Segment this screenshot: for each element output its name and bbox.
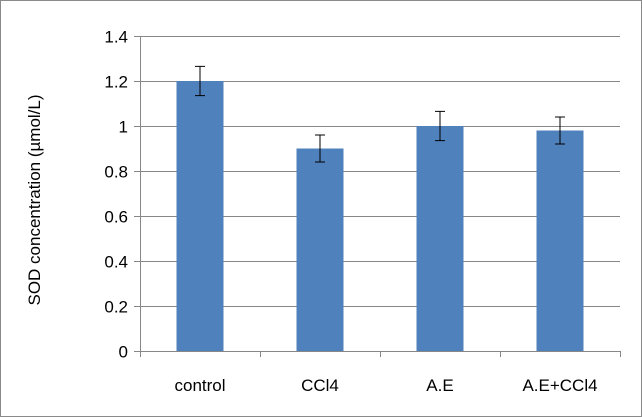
y-tick-label: 1.2 bbox=[104, 73, 128, 92]
bars bbox=[176, 81, 584, 351]
error-bar bbox=[435, 110, 445, 142]
y-tick-label: 0.6 bbox=[104, 208, 128, 227]
y-tick-labels: 0 0.2 0.4 0.6 0.8 1 1.2 1.4 bbox=[104, 28, 128, 362]
error-bar bbox=[195, 65, 205, 97]
bar bbox=[176, 81, 224, 351]
error-bar bbox=[555, 116, 565, 145]
y-tick-label: 1 bbox=[119, 118, 128, 137]
error-bar bbox=[315, 134, 325, 163]
axes bbox=[140, 36, 621, 357]
y-tick-label: 0.8 bbox=[104, 163, 128, 182]
y-tick-label: 0.4 bbox=[104, 253, 128, 272]
y-axis-title: SOD concentration (µmol/L) bbox=[25, 94, 44, 305]
x-tick-labels: control CCl4 A.E A.E+CCl4 bbox=[174, 376, 597, 395]
bar bbox=[296, 148, 344, 351]
bar bbox=[536, 130, 584, 351]
y-tick-label: 0 bbox=[119, 343, 128, 362]
x-tick-label: A.E+CCl4 bbox=[522, 376, 597, 395]
x-tick-label: A.E bbox=[426, 376, 453, 395]
y-tick-label: 1.4 bbox=[104, 28, 128, 47]
x-tick-label: CCl4 bbox=[301, 376, 339, 395]
x-tick-label: control bbox=[174, 376, 225, 395]
error-bars bbox=[195, 65, 565, 163]
y-tick-label: 0.2 bbox=[104, 298, 128, 317]
bar bbox=[416, 126, 464, 351]
